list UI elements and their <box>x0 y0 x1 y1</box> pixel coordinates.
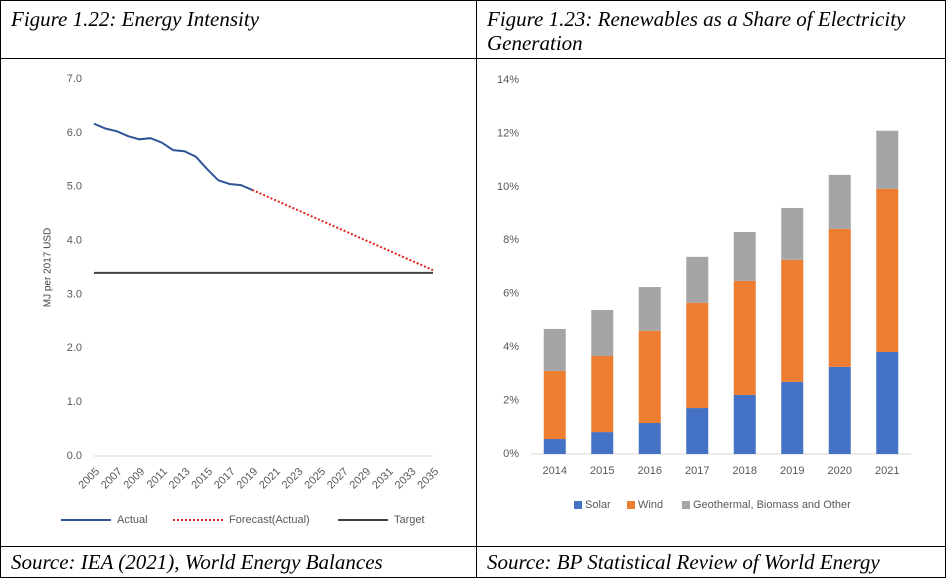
figure-title: Figure 1.22: Energy Intensity <box>11 7 260 31</box>
bar-segment <box>781 381 804 454</box>
bar-segment <box>733 394 756 454</box>
x-tick-label: 2016 <box>638 465 662 477</box>
x-tick-label: 2013 <box>167 466 193 492</box>
x-tick-label: 2027 <box>325 466 351 492</box>
column-divider <box>476 1 477 577</box>
legend-label: Geothermal, Biomass and Other <box>693 499 851 511</box>
x-tick-label: 2014 <box>543 465 567 477</box>
y-tick-label: 0% <box>503 448 519 460</box>
y-tick-label: 3.0 <box>67 288 82 300</box>
bar-segment <box>828 174 851 229</box>
x-tick-label: 2018 <box>733 465 757 477</box>
x-tick-label: 2011 <box>145 466 170 491</box>
x-tick-label: 2017 <box>685 465 709 477</box>
y-tick-label: 6% <box>503 288 519 300</box>
bar-segment <box>781 259 804 382</box>
y-tick-label: 7.0 <box>67 73 82 85</box>
bar-segment <box>876 188 899 352</box>
x-tick-label: 2020 <box>828 465 852 477</box>
x-tick-label: 2019 <box>780 465 804 477</box>
source-note: Source: IEA (2021), World Energy Balance… <box>11 550 383 574</box>
x-tick-label: 2019 <box>235 466 261 492</box>
y-tick-label: 4% <box>503 341 519 353</box>
x-tick-label: 2021 <box>875 465 899 477</box>
bar-segment <box>828 228 851 367</box>
bar-segment <box>591 310 614 356</box>
bar-segment <box>591 355 614 433</box>
y-tick-label: 2.0 <box>67 342 82 354</box>
bar-segment <box>828 366 851 454</box>
bar-segment <box>638 287 661 331</box>
bar-segment <box>686 408 709 454</box>
legend-label: Solar <box>585 499 611 511</box>
x-tick-label: 2021 <box>257 466 283 492</box>
bar-segment <box>638 423 661 454</box>
y-tick-label: 14% <box>497 74 519 86</box>
y-tick-label: 6.0 <box>67 127 82 139</box>
bar-segment <box>733 280 756 395</box>
y-tick-label: 4.0 <box>67 234 82 246</box>
bar-segment <box>543 370 566 440</box>
x-tick-label: 2029 <box>348 466 374 492</box>
y-tick-label: 12% <box>497 127 519 139</box>
legend-swatch <box>627 501 635 509</box>
bar-segment <box>733 232 756 281</box>
bar-segment <box>686 302 709 409</box>
bar-segment <box>781 207 804 260</box>
y-tick-label: 0.0 <box>67 450 82 462</box>
x-tick-label: 2025 <box>302 466 328 492</box>
x-tick-label: 2023 <box>280 466 306 492</box>
line-series <box>93 122 253 191</box>
x-tick-label: 2033 <box>393 466 419 492</box>
line-series <box>251 188 434 272</box>
x-tick-label: 2009 <box>122 466 148 492</box>
x-tick-label: 2005 <box>76 466 102 492</box>
bar-segment <box>543 328 566 371</box>
x-tick-label: 2015 <box>590 465 614 477</box>
bar-segment <box>638 330 661 424</box>
figure-title: Figure 1.23: Renewables as a Share of El… <box>487 7 906 55</box>
legend-label: Forecast(Actual) <box>229 514 310 526</box>
x-tick-label: 2031 <box>370 466 396 492</box>
bar-segment <box>876 130 899 189</box>
x-tick-label: 2015 <box>189 466 215 492</box>
bar-segment <box>543 439 566 454</box>
bar-segment <box>876 351 899 454</box>
legend-swatch <box>574 501 582 509</box>
x-tick-label: 2035 <box>415 466 441 492</box>
legend-label: Target <box>394 514 425 526</box>
bar-segment <box>591 432 614 454</box>
y-tick-label: 10% <box>497 181 519 193</box>
y-axis-label: MJ per 2017 USD <box>43 228 54 307</box>
legend-label: Wind <box>638 499 663 511</box>
row-divider <box>1 546 945 547</box>
y-tick-label: 2% <box>503 394 519 406</box>
legend-swatch <box>682 501 690 509</box>
y-tick-label: 8% <box>503 234 519 246</box>
y-tick-label: 5.0 <box>67 181 82 193</box>
charts: 0.0 1.0 2.0 3.0 4.0 5.0 6.0 7.0 2005200720092011… <box>43 73 911 526</box>
bar-segment <box>686 256 709 303</box>
y-tick-label: 1.0 <box>67 396 82 408</box>
row-divider <box>1 58 945 59</box>
legend-label: Actual <box>117 514 148 526</box>
x-tick-label: 2007 <box>99 466 125 492</box>
source-note: Source: BP Statistical Review of World E… <box>487 550 880 574</box>
x-tick-label: 2017 <box>212 466 238 492</box>
